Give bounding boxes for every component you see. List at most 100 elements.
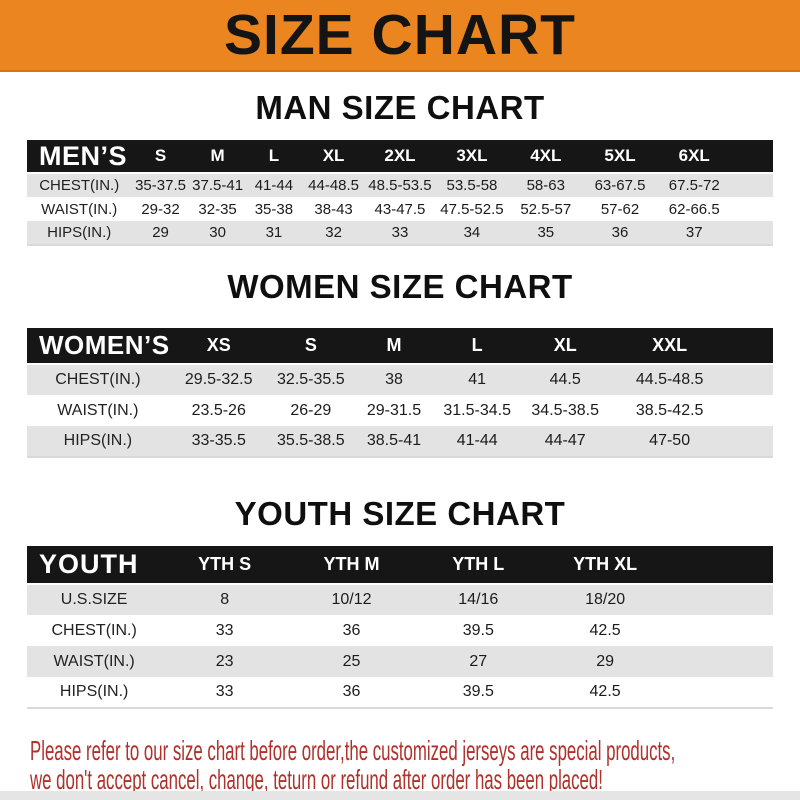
table-row: U.S.SIZE 8 10/12 14/16 18/20 bbox=[27, 584, 773, 615]
women-table-label: WOMEN’S bbox=[27, 328, 169, 364]
header-spacer bbox=[731, 140, 773, 173]
footer-note: Please refer to our size chart before or… bbox=[30, 736, 800, 794]
table-cell: 44-47 bbox=[519, 426, 612, 457]
table-row: WAIST(IN.) 29-32 32-35 35-38 38-43 43-47… bbox=[27, 197, 773, 221]
youth-column-header: YTH XL bbox=[541, 546, 669, 584]
youth-column-header: YTH S bbox=[161, 546, 289, 584]
bottom-strip bbox=[0, 791, 800, 800]
table-cell: 38.5-42.5 bbox=[611, 395, 729, 426]
table-cell: 63-67.5 bbox=[582, 173, 658, 197]
youth-table-header-row: YOUTH YTH S YTH M YTH L YTH XL bbox=[27, 546, 773, 584]
youth-table-label: YOUTH bbox=[27, 546, 162, 584]
row-label: CHEST(IN.) bbox=[27, 173, 132, 197]
women-column-header: S bbox=[268, 328, 353, 364]
page-title: SIZE CHART bbox=[224, 2, 576, 67]
row-label: WAIST(IN.) bbox=[27, 395, 169, 426]
table-cell: 42.5 bbox=[541, 677, 669, 708]
row-label: HIPS(IN.) bbox=[27, 677, 162, 708]
table-cell: 29-32 bbox=[131, 197, 190, 221]
table-cell: 52.5-57 bbox=[508, 197, 583, 221]
header-spacer bbox=[668, 546, 773, 584]
table-cell: 29-31.5 bbox=[352, 395, 436, 426]
cell-spacer bbox=[728, 364, 773, 395]
banner: SIZE CHART bbox=[0, 0, 800, 72]
men-size-table: MEN’S S M L XL 2XL 3XL 4XL 5XL 6XL CHEST… bbox=[27, 140, 773, 246]
men-column-header: 6XL bbox=[657, 140, 732, 173]
cell-spacer bbox=[668, 584, 773, 615]
table-cell: 33 bbox=[161, 677, 289, 708]
table-cell: 43-47.5 bbox=[364, 197, 436, 221]
table-cell: 35-37.5 bbox=[131, 173, 190, 197]
row-label: HIPS(IN.) bbox=[27, 221, 132, 245]
row-label: U.S.SIZE bbox=[27, 584, 162, 615]
table-cell: 18/20 bbox=[541, 584, 669, 615]
table-cell: 62-66.5 bbox=[657, 197, 732, 221]
table-cell: 41-44 bbox=[245, 173, 303, 197]
table-cell: 39.5 bbox=[414, 615, 542, 646]
row-label: CHEST(IN.) bbox=[27, 364, 169, 395]
cell-spacer bbox=[668, 646, 773, 677]
women-column-header: M bbox=[352, 328, 436, 364]
table-cell: 26-29 bbox=[268, 395, 353, 426]
table-cell: 31.5-34.5 bbox=[435, 395, 520, 426]
table-cell: 33 bbox=[161, 615, 289, 646]
women-table-header-row: WOMEN’S XS S M L XL XXL bbox=[27, 328, 773, 364]
table-cell: 67.5-72 bbox=[657, 173, 732, 197]
footer-line-2: we don't accept cancel, change, teturn o… bbox=[30, 764, 603, 795]
table-cell: 44.5-48.5 bbox=[611, 364, 729, 395]
table-cell: 38 bbox=[352, 364, 436, 395]
cell-spacer bbox=[731, 221, 773, 245]
table-cell: 29.5-32.5 bbox=[168, 364, 269, 395]
men-table-label: MEN’S bbox=[27, 140, 132, 173]
men-column-header: M bbox=[189, 140, 246, 173]
table-row: WAIST(IN.) 23.5-26 26-29 29-31.5 31.5-34… bbox=[27, 395, 773, 426]
table-cell: 42.5 bbox=[541, 615, 669, 646]
table-cell: 8 bbox=[161, 584, 289, 615]
table-cell: 41 bbox=[435, 364, 520, 395]
table-cell: 32-35 bbox=[189, 197, 246, 221]
women-column-header: XS bbox=[168, 328, 269, 364]
row-label: WAIST(IN.) bbox=[27, 197, 132, 221]
women-size-table: WOMEN’S XS S M L XL XXL CHEST(IN.) 29.5-… bbox=[27, 328, 773, 458]
table-cell: 31 bbox=[245, 221, 303, 245]
table-row: HIPS(IN.) 33 36 39.5 42.5 bbox=[27, 677, 773, 708]
table-cell: 27 bbox=[414, 646, 542, 677]
women-column-header: XL bbox=[519, 328, 612, 364]
table-cell: 38.5-41 bbox=[352, 426, 436, 457]
table-cell: 23.5-26 bbox=[168, 395, 269, 426]
table-cell: 37.5-41 bbox=[189, 173, 246, 197]
table-cell: 47.5-52.5 bbox=[435, 197, 509, 221]
footer-line-1: Please refer to our size chart before or… bbox=[30, 735, 676, 766]
table-row: CHEST(IN.) 29.5-32.5 32.5-35.5 38 41 44.… bbox=[27, 364, 773, 395]
header-spacer bbox=[728, 328, 773, 364]
table-cell: 34.5-38.5 bbox=[519, 395, 612, 426]
men-column-header: L bbox=[245, 140, 303, 173]
table-row: HIPS(IN.) 33-35.5 35.5-38.5 38.5-41 41-4… bbox=[27, 426, 773, 457]
row-label: HIPS(IN.) bbox=[27, 426, 169, 457]
table-cell: 44.5 bbox=[519, 364, 612, 395]
men-column-header: 2XL bbox=[364, 140, 436, 173]
men-table-header-row: MEN’S S M L XL 2XL 3XL 4XL 5XL 6XL bbox=[27, 140, 773, 173]
table-cell: 44-48.5 bbox=[302, 173, 365, 197]
table-cell: 14/16 bbox=[414, 584, 542, 615]
men-column-header: 4XL bbox=[508, 140, 583, 173]
table-cell: 37 bbox=[657, 221, 732, 245]
row-label: WAIST(IN.) bbox=[27, 646, 162, 677]
table-row: HIPS(IN.) 29 30 31 32 33 34 35 36 37 bbox=[27, 221, 773, 245]
table-cell: 30 bbox=[189, 221, 246, 245]
cell-spacer bbox=[728, 426, 773, 457]
table-cell: 32 bbox=[302, 221, 365, 245]
table-cell: 32.5-35.5 bbox=[268, 364, 353, 395]
table-cell: 39.5 bbox=[414, 677, 542, 708]
women-column-header: XXL bbox=[611, 328, 729, 364]
table-cell: 53.5-58 bbox=[435, 173, 509, 197]
table-cell: 10/12 bbox=[288, 584, 415, 615]
table-cell: 58-63 bbox=[508, 173, 583, 197]
men-column-header: S bbox=[131, 140, 190, 173]
table-cell: 33 bbox=[364, 221, 436, 245]
table-row: CHEST(IN.) 33 36 39.5 42.5 bbox=[27, 615, 773, 646]
table-row: CHEST(IN.) 35-37.5 37.5-41 41-44 44-48.5… bbox=[27, 173, 773, 197]
cell-spacer bbox=[728, 395, 773, 426]
table-cell: 38-43 bbox=[302, 197, 365, 221]
